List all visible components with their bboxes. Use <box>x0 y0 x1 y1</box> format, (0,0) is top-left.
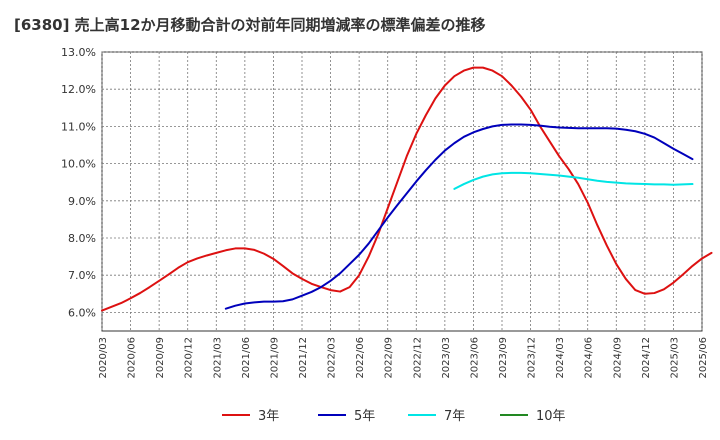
x-tick-label: 2022/03 <box>327 337 338 379</box>
series-line-7年 <box>453 171 694 190</box>
x-tick-label: 2020/06 <box>127 337 138 379</box>
y-tick-label: 7.0% <box>68 269 96 282</box>
x-tick-label: 2022/12 <box>412 337 423 379</box>
x-tick-label: 2023/03 <box>441 337 452 379</box>
x-tick-label: 2020/03 <box>98 337 109 379</box>
x-tick-label: 2024/06 <box>584 337 595 379</box>
x-tick-label: 2021/03 <box>212 337 223 379</box>
x-tick-label: 2020/12 <box>184 337 195 379</box>
grid <box>101 51 703 332</box>
legend-label: 10年 <box>536 409 566 424</box>
y-tick-label: 10.0% <box>61 158 96 171</box>
x-tick-label: 2024/03 <box>555 337 566 379</box>
x-tick-label: 2020/09 <box>155 337 166 379</box>
legend-label: 7年 <box>444 409 465 424</box>
y-tick-label: 8.0% <box>68 232 96 245</box>
x-tick-label: 2024/09 <box>612 337 623 379</box>
x-tick-label: 2025/03 <box>669 337 680 379</box>
series-line-5年 <box>224 123 694 310</box>
legend-label: 5年 <box>354 409 375 424</box>
x-tick-label: 2022/09 <box>384 337 395 379</box>
x-tick-label: 2022/06 <box>355 337 366 379</box>
plot-frame <box>101 51 703 332</box>
x-tick-label: 2021/12 <box>298 337 309 379</box>
x-tick-label: 2023/12 <box>527 337 538 379</box>
x-tick-label: 2023/09 <box>498 337 509 379</box>
x-tick-label: 2024/12 <box>641 337 652 379</box>
x-tick-label: 2025/06 <box>698 337 709 379</box>
series-lines <box>101 66 713 312</box>
y-tick-label: 12.0% <box>61 83 96 96</box>
y-tick-label: 13.0% <box>61 46 96 59</box>
legend: 3年 5年 7年 10年 <box>222 409 566 424</box>
legend-label: 3年 <box>258 409 279 424</box>
chart-title: [6380] 売上高12か月移動合計の対前年同期増減率の標準偏差の推移 <box>14 16 486 34</box>
x-tick-label: 2023/06 <box>469 337 480 379</box>
x-tick-label: 2021/06 <box>241 337 252 379</box>
x-tick-label: 2021/09 <box>269 337 280 379</box>
y-tick-label: 9.0% <box>68 195 96 208</box>
axes: 6.0% 7.0% 8.0% 9.0% 10.0% 11.0% 12.0% 13.0% 2020… <box>61 46 709 379</box>
y-tick-label: 11.0% <box>61 120 96 133</box>
y-tick-label: 6.0% <box>68 306 96 319</box>
series-line-3年 <box>101 66 713 312</box>
